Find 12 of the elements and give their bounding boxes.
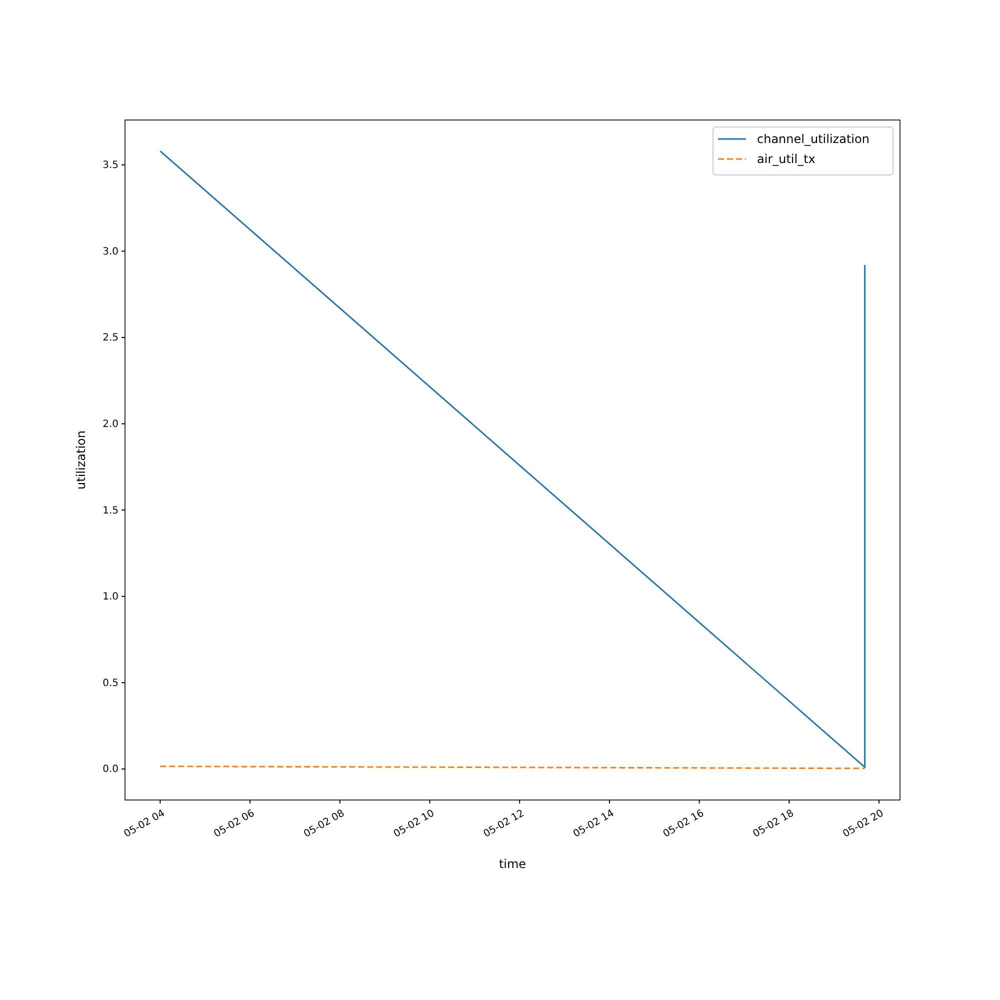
- y-tick-label: 2.0: [102, 418, 118, 430]
- legend-label: channel_utilization: [757, 132, 870, 146]
- legend-label: air_util_tx: [757, 152, 816, 166]
- y-tick-label: 3.5: [102, 160, 118, 172]
- x-axis-title: time: [498, 857, 526, 871]
- y-tick-label: 1.0: [102, 592, 118, 603]
- y-tick-label: 2.5: [102, 332, 118, 344]
- y-tick-label: 0.5: [102, 678, 118, 689]
- y-tick-label: 1.5: [102, 505, 118, 516]
- y-axis-title: utilization: [74, 430, 88, 490]
- y-tick-label: 3.0: [102, 246, 118, 258]
- y-tick-label: 0.0: [102, 764, 118, 776]
